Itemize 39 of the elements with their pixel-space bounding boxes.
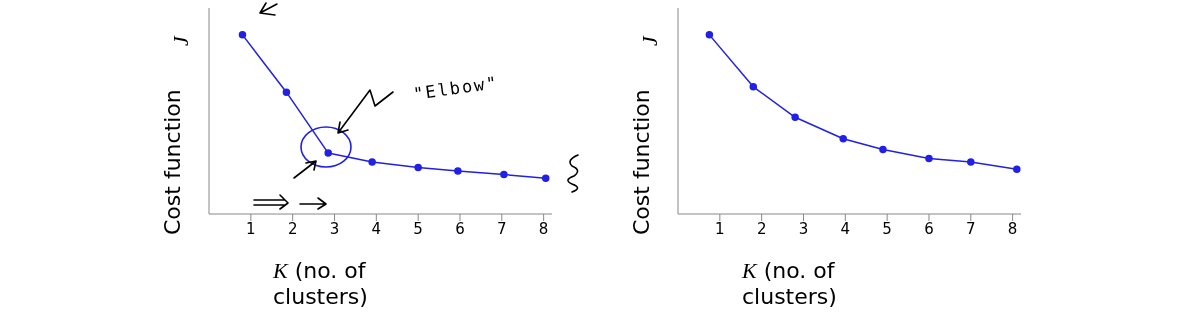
text: J [636, 36, 663, 46]
point [791, 113, 799, 122]
x-tick-label: 6 [455, 219, 465, 238]
point [324, 149, 332, 157]
x-axis-title: K (no. of clusters) [742, 258, 838, 310]
point [705, 31, 714, 39]
y-axis-title: Cost function [629, 88, 654, 235]
point [414, 163, 422, 172]
x-tick-label: 8 [1007, 219, 1018, 238]
point [500, 170, 508, 179]
point [879, 145, 887, 154]
point [1013, 165, 1021, 173]
x-tick-label: 2 [756, 219, 767, 238]
x-tick-label: 8 [538, 219, 549, 238]
x-tick-label: 4 [371, 219, 382, 238]
y-axis-title: Cost function [160, 88, 185, 235]
point [238, 31, 247, 39]
text: J [167, 36, 194, 46]
annotation: "Elbow" [412, 72, 500, 104]
x-tick-label: 7 [966, 219, 976, 238]
x-axis-title: K (no. of clusters) [273, 258, 369, 310]
x-tick-label: 4 [840, 219, 851, 238]
x-tick-label: 7 [497, 219, 507, 238]
x-tick-label: 1 [715, 219, 725, 238]
x-tick-label: 3 [329, 219, 340, 238]
x-tick-label: 2 [287, 219, 298, 238]
point [541, 174, 550, 182]
x-tick-label: 6 [924, 219, 934, 238]
point [454, 167, 462, 175]
point [282, 88, 291, 96]
point [368, 158, 376, 166]
x-tick-label: 1 [246, 219, 256, 238]
point [967, 158, 975, 166]
x-tick-label: 5 [413, 219, 423, 238]
point [839, 135, 847, 143]
x-tick-label: 5 [882, 219, 892, 238]
point [925, 154, 933, 163]
point [749, 83, 758, 91]
x-tick-label: 3 [798, 219, 809, 238]
